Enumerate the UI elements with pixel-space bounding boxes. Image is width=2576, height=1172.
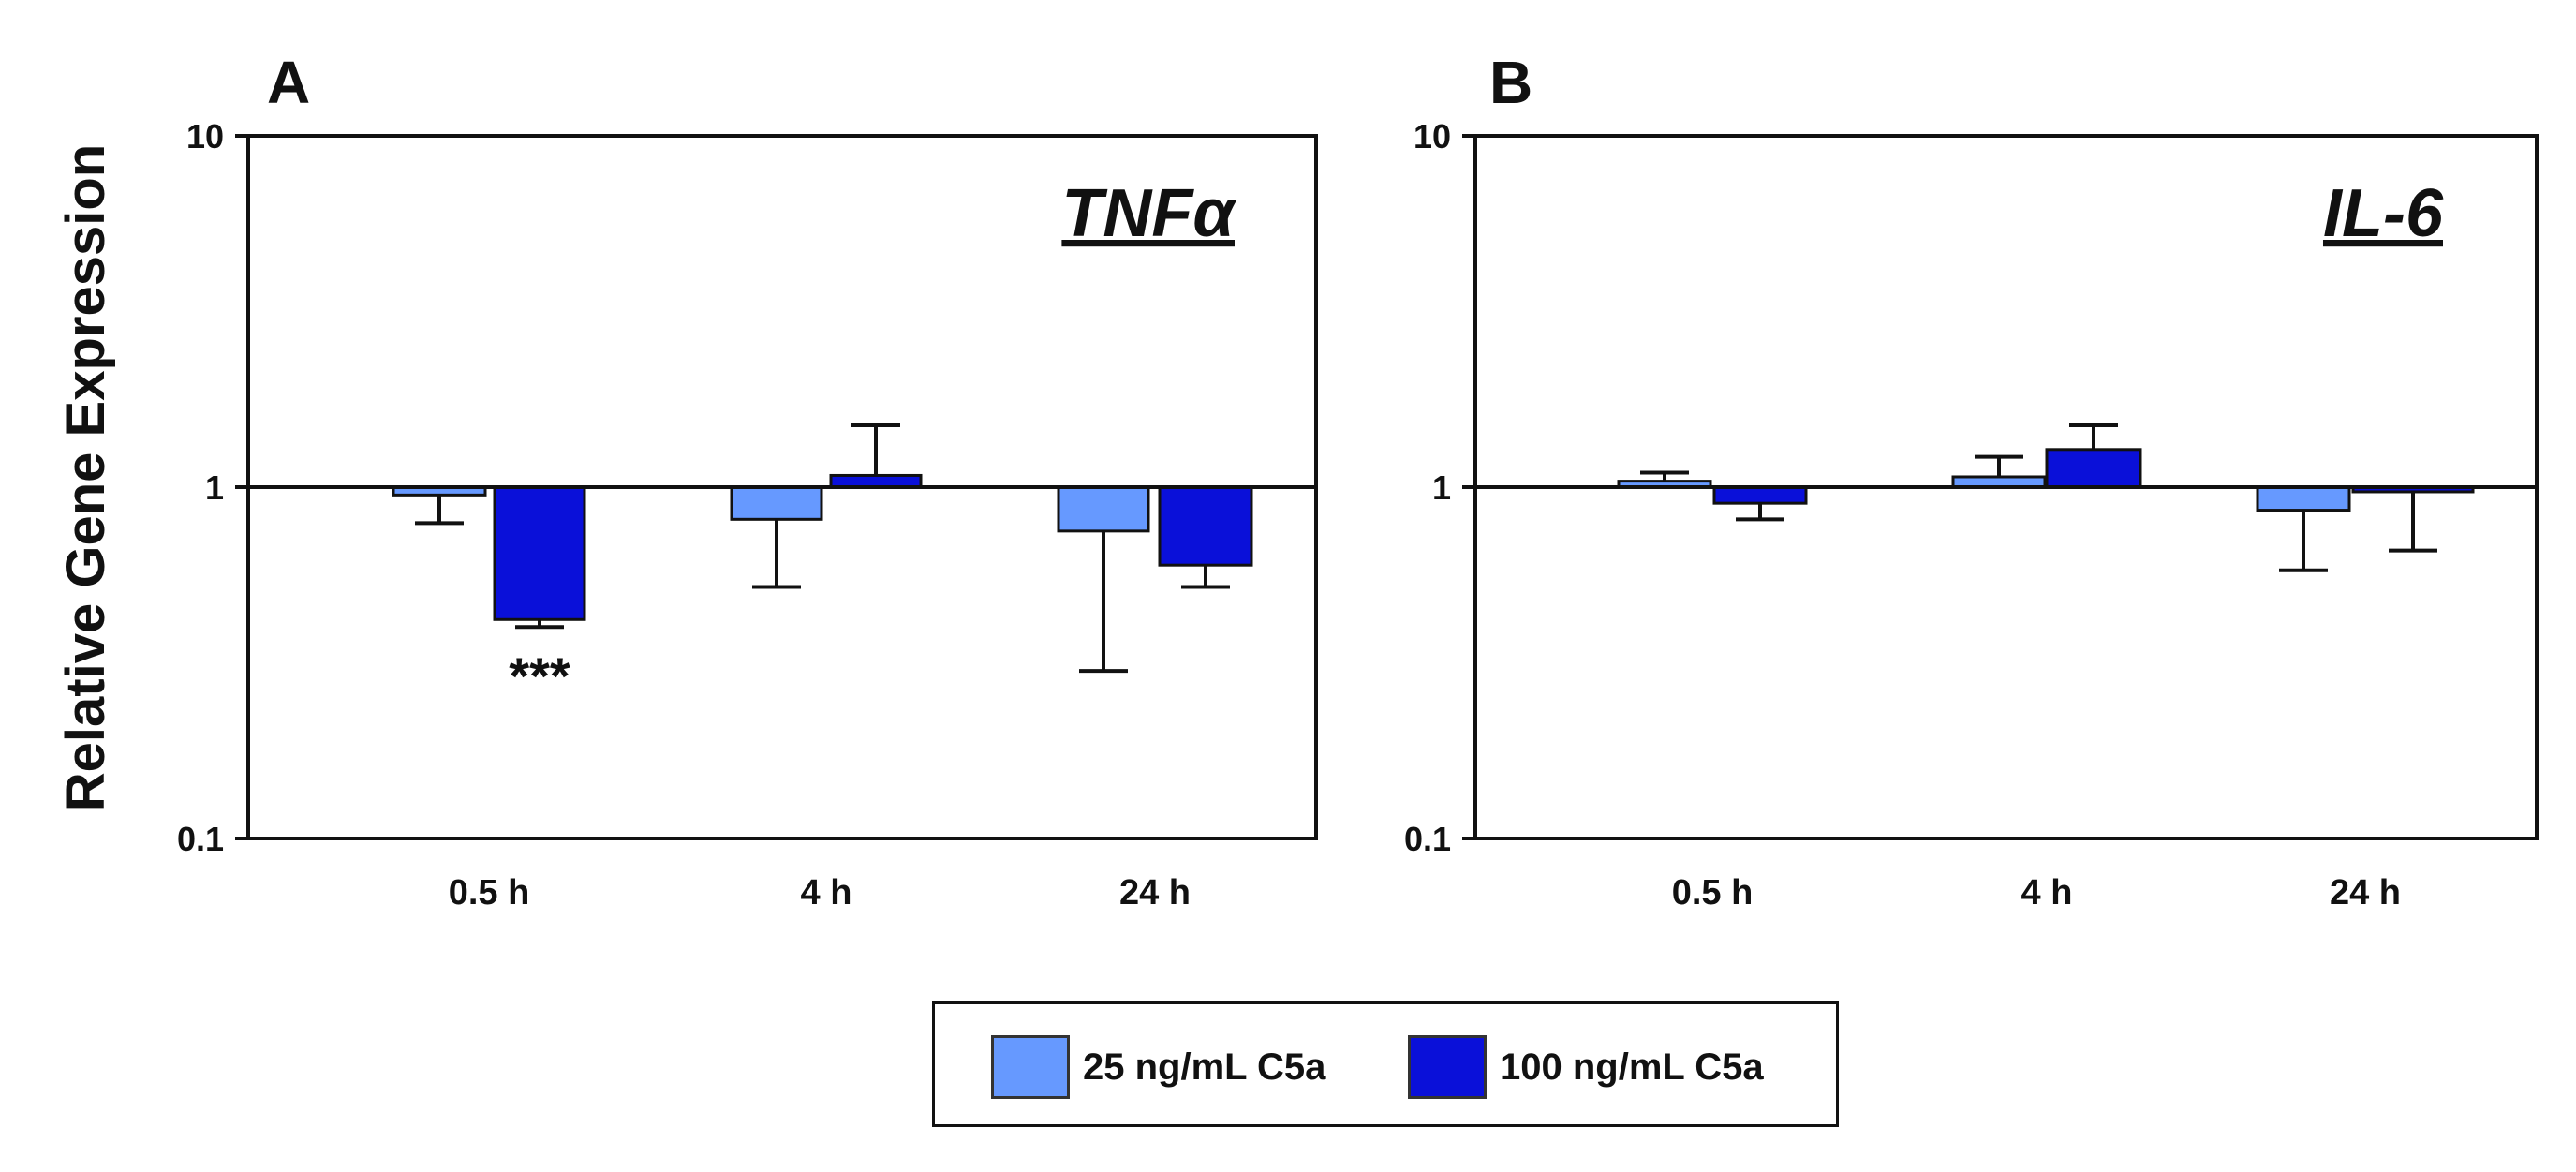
- panel-a-chart: A 10 1 0.1 0.5 h 4 h 24 h TNFα ***: [177, 49, 1318, 912]
- y-tick-label: 0.1: [177, 820, 224, 858]
- gene-title: IL-6: [2323, 176, 2444, 251]
- bar: [2045, 448, 2142, 489]
- panel-label: A: [267, 49, 310, 116]
- x-tick-label: 0.5 h: [449, 873, 530, 912]
- bar: [1057, 485, 1150, 533]
- bar: [1158, 485, 1253, 567]
- x-tick-label: 24 h: [2330, 873, 2401, 912]
- bar: [730, 485, 823, 521]
- bar: [2256, 485, 2351, 512]
- gene-title: TNFα: [1061, 176, 1237, 251]
- x-tick-label: 0.5 h: [1672, 873, 1754, 912]
- x-tick-label: 4 h: [801, 873, 852, 912]
- panel-label: B: [1489, 49, 1532, 116]
- y-tick-label: 1: [1432, 468, 1451, 507]
- legend: 25 ng/mL C5a 100 ng/mL C5a: [932, 1001, 1839, 1127]
- y-tick-label: 0.1: [1404, 820, 1451, 858]
- bar: [1712, 485, 1808, 505]
- legend-swatch-100: [1408, 1035, 1487, 1099]
- y-tick-label: 10: [1414, 117, 1451, 156]
- legend-swatch-25: [991, 1035, 1070, 1099]
- legend-label-100: 100 ng/mL C5a: [1500, 1046, 1764, 1088]
- legend-label-25: 25 ng/mL C5a: [1083, 1046, 1326, 1088]
- y-axis-label: Relative Gene Expression: [55, 143, 116, 812]
- y-tick-label: 10: [186, 117, 224, 156]
- x-tick-label: 24 h: [1119, 873, 1191, 912]
- bar: [493, 485, 586, 621]
- significance-marker: ***: [509, 646, 570, 705]
- x-tick-label: 4 h: [2021, 873, 2073, 912]
- panel-b-chart: B 10 1 0.1 0.5 h 4 h 24 h IL-6: [1404, 49, 2539, 912]
- y-tick-label: 1: [205, 468, 224, 507]
